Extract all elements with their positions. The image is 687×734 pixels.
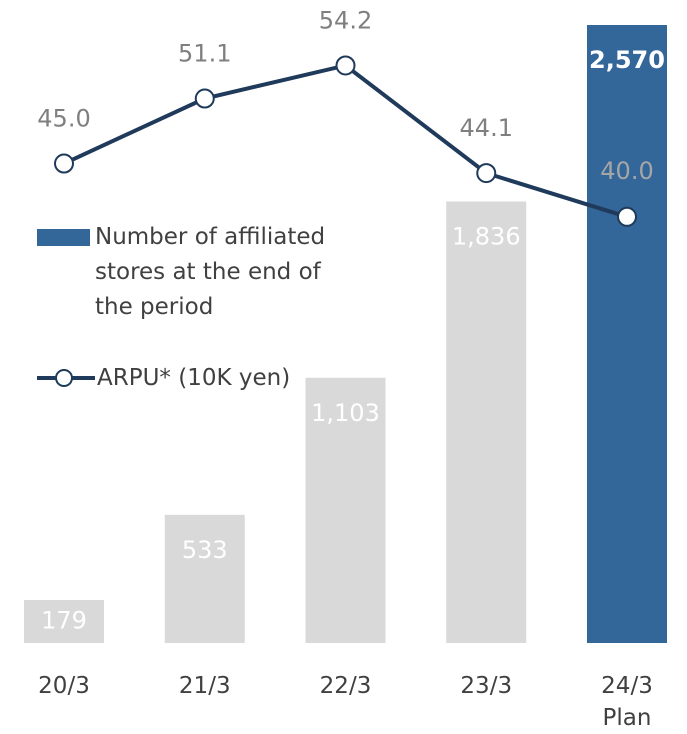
bar [587, 25, 667, 643]
x-tick-label: 23/3 [460, 673, 513, 699]
x-tick-label: 22/3 [319, 673, 372, 699]
line-marker [194, 88, 215, 109]
bar-value-label: 179 [41, 606, 87, 634]
legend-label: ARPU* (10K yen) [97, 365, 291, 391]
bar [164, 514, 245, 643]
line-marker [335, 55, 356, 76]
bar-value-label: 1,836 [452, 223, 521, 251]
bar-value-label: 1,103 [311, 399, 380, 427]
line-value-label: 45.0 [37, 105, 90, 133]
line-marker [476, 163, 497, 184]
line [63, 63, 628, 219]
legend-label: Number of affiliated stores at the end o… [95, 224, 326, 320]
line-value-label: 51.1 [178, 40, 231, 68]
bar [446, 201, 527, 643]
bar-value-label: 2,570 [589, 46, 665, 74]
line-value-label: 44.1 [460, 114, 513, 142]
x-tick-label: 24/3 Plan [601, 673, 653, 731]
line-marker [617, 206, 637, 227]
bar [305, 377, 386, 643]
bar [24, 599, 104, 643]
x-tick-label: 21/3 [178, 673, 231, 699]
bar-value-label: 533 [182, 536, 228, 564]
legend-swatch [55, 369, 73, 387]
line-marker [54, 153, 74, 174]
line-value-label: 40.0 [600, 157, 653, 185]
line-value-label: 54.2 [319, 6, 372, 34]
x-tick-label: 20/3 [38, 673, 90, 699]
legend-swatch [37, 229, 90, 246]
